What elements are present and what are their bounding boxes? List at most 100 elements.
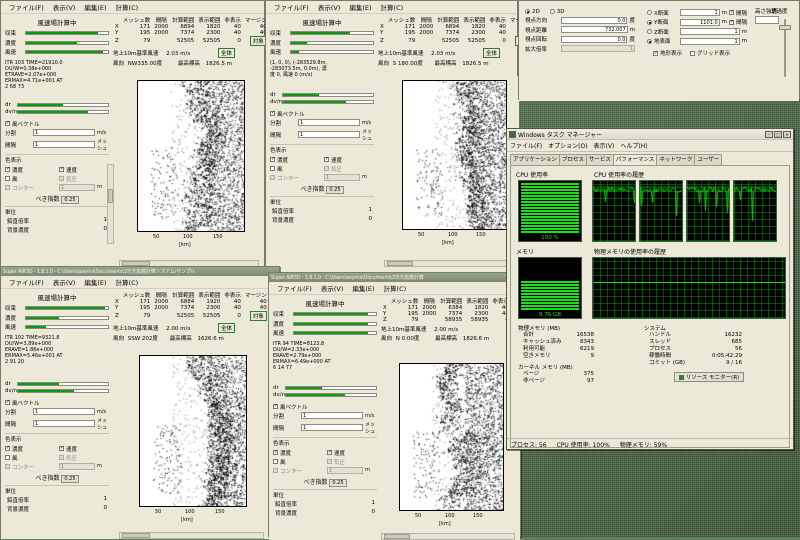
checkmark-icon[interactable]	[728, 9, 734, 15]
checkmark-icon[interactable]	[690, 50, 696, 56]
section-y-row[interactable]: Y断面 1101.0 m 間隔	[647, 18, 747, 26]
menu-file[interactable]: ファイル(F)	[9, 4, 44, 12]
taskmgr-menu-help[interactable]: ヘルプ(H)	[620, 143, 648, 150]
plot-area-2[interactable]: 50 100 150 [km]	[384, 76, 519, 256]
checkbox-contour[interactable]: コンター	[273, 467, 323, 475]
value-wind-speed[interactable]: 2.03	[431, 51, 444, 57]
terrain-plot-2[interactable]	[402, 80, 507, 230]
radio-z-section-icon[interactable]	[647, 29, 652, 34]
vector-options-4[interactable]: 風ベクトル 分割 1 m/s 間隔 1 メッシュ 色表示 濃度	[271, 400, 379, 517]
menu-calc[interactable]: 計算(C)	[115, 279, 139, 287]
value-background-conc[interactable]: 0	[103, 225, 108, 232]
menu-view[interactable]: 表示(V)	[320, 285, 344, 293]
cell-mesh[interactable]: 171	[404, 24, 416, 30]
input-view-rotation[interactable]: 0.0	[561, 35, 628, 43]
vector-options-1[interactable]: 風ベクトル 分割 1 m/s 間隔 1 メッシュ 色表示	[3, 117, 111, 234]
close-icon[interactable]: ✕	[783, 130, 791, 138]
input-view-direction[interactable]: 0.0	[561, 16, 628, 24]
checkbox-wind-vector[interactable]: 風ベクトル	[5, 120, 109, 128]
menu-calc[interactable]: 計算(C)	[380, 4, 404, 12]
cell-pitch[interactable]: 2000	[419, 30, 434, 36]
cell-mesh[interactable]: 171	[139, 299, 151, 305]
checkbox-wind[interactable]: 風	[273, 458, 323, 466]
maximize-icon[interactable]: □	[774, 130, 782, 138]
scrollbar-horizontal-2[interactable]	[384, 260, 516, 267]
value-vertical-scale[interactable]: 1	[103, 495, 108, 502]
resource-monitor-button[interactable]: リソース モニター(R)	[673, 372, 745, 382]
window-task-manager[interactable]: Windows タスク マネージャー ─ □ ✕ ファイル(F) オプション(O…	[506, 128, 794, 450]
menubar-2[interactable]: ファイル(F) 表示(V) 編集(E) 計算(C)	[266, 1, 517, 14]
cell-margin[interactable]: 40	[259, 305, 267, 311]
cell-pitch[interactable]	[420, 317, 438, 323]
cell-pitch[interactable]: 2000	[419, 24, 434, 30]
view-options-panel[interactable]: 2D 3D 視点方向 0.0 度 視点距離 732.007 m 視点回転 0.0…	[525, 7, 635, 54]
field-view-direction[interactable]: 視点方向 0.0 度	[525, 16, 635, 24]
menu-calc[interactable]: 計算(C)	[115, 4, 139, 12]
input-contour-level[interactable]: 1	[327, 466, 363, 474]
cell-pitch[interactable]: 2000	[422, 311, 437, 317]
cell-hide[interactable]: 40	[233, 305, 241, 311]
checkbox-wind[interactable]: 風	[270, 165, 320, 173]
taskmgr-menu-view[interactable]: 表示(V)	[593, 143, 615, 150]
cell-pitch[interactable]	[152, 311, 170, 321]
all-button[interactable]: 全体	[217, 48, 235, 58]
emphasis-panel[interactable]: 高さ強調	[755, 7, 799, 24]
checkbox-wind-vector[interactable]: 風ベクトル	[270, 110, 374, 118]
color-display-group-2[interactable]: 色表示 濃度 風 コンター	[270, 143, 374, 194]
value-wind-speed[interactable]: 2.00	[166, 326, 179, 332]
input-height-emphasis[interactable]	[755, 16, 779, 24]
value-vertical-scale[interactable]: 1	[103, 216, 108, 223]
taskmgr-tabs[interactable]: アプリケーション プロセス サービス パフォーマンス ネットワーク ユーザー	[507, 152, 793, 165]
cell-mesh[interactable]: 195	[407, 311, 419, 317]
value-wind-dir[interactable]: SSW 202度	[127, 336, 158, 342]
checkbox-pressure[interactable]: 気圧	[327, 458, 377, 466]
input-y-section[interactable]: 1101.0	[680, 18, 720, 26]
cell-mesh[interactable]: 171	[139, 24, 151, 30]
cell-margin[interactable]: 40	[259, 30, 267, 36]
field-division[interactable]: 分割 1 m/s	[270, 119, 374, 127]
control-panel-4[interactable]: 風速場計算中 収束 濃度 風速 ITR 94 TIME=8123.8 DU/W=…	[271, 297, 379, 518]
cell-hide[interactable]: 40	[490, 311, 511, 317]
target-button[interactable]: 対象	[249, 311, 267, 321]
input-contour-level[interactable]: 1	[59, 183, 95, 191]
tab-processes[interactable]: プロセス	[558, 154, 587, 165]
checkbox-pressure[interactable]: 気圧	[324, 165, 374, 173]
checkbox-wind-vector[interactable]: 風ベクトル	[273, 403, 377, 411]
taskmgr-menu-file[interactable]: ファイル(F)	[510, 143, 543, 150]
cell-hide[interactable]: 40	[498, 30, 506, 36]
menu-file[interactable]: ファイル(F)	[277, 285, 312, 293]
checkbox-contour[interactable]: コンター	[5, 184, 55, 192]
field-division[interactable]: 分割 1 m/s	[273, 412, 377, 420]
radio-x-section-icon[interactable]	[647, 10, 652, 15]
radio-3d-icon[interactable]	[549, 9, 555, 14]
field-interval[interactable]: 間隔 1 メッシュ	[270, 128, 374, 142]
checkbox-velocity[interactable]: 速度	[59, 445, 109, 453]
value-wind-speed[interactable]: 2.03	[166, 51, 179, 57]
control-panel-1[interactable]: 風速場計算中 収束 濃度 風速 ITR 103 TIME=21910.0 DU/…	[3, 16, 111, 235]
field-interval[interactable]: 間隔 1 メッシュ	[5, 417, 109, 431]
input-interval[interactable]: 1	[33, 141, 95, 148]
menu-edit[interactable]: 編集(E)	[349, 4, 372, 12]
input-interval[interactable]: 1	[33, 420, 95, 427]
checkbox-concentration[interactable]: 濃度	[270, 156, 320, 164]
menu-view[interactable]: 表示(V)	[52, 4, 76, 12]
window-air3d-2[interactable]: ファイル(F) 表示(V) 編集(E) 計算(C) 風速場計算中 収束 濃度 風…	[265, 0, 532, 275]
cell-hide[interactable]: 40	[490, 305, 511, 311]
scrollbar-vertical-1[interactable]	[107, 164, 114, 244]
input-contour-level[interactable]: 1	[59, 462, 95, 470]
checkbox-contour[interactable]: コンター	[5, 463, 55, 471]
menubar-4[interactable]: ファイル(F) 表示(V) 編集(E) 計算(C)	[269, 282, 520, 295]
cell-mesh[interactable]: 79	[408, 38, 416, 44]
value-wind-dir[interactable]: NW335.00度	[127, 61, 163, 67]
minimize-icon[interactable]: ─	[765, 130, 773, 138]
value-wind-dir[interactable]: N 0.00度	[395, 336, 420, 342]
terrain-plot-3[interactable]	[139, 355, 247, 507]
scrollbar-thumb[interactable]	[108, 189, 113, 203]
plot-area-3[interactable]: 50 100 150 [km]	[119, 351, 269, 531]
section-options-panel[interactable]: X断面 1 m 間隔 Y断面 1101.0 m 間隔 Z断面 1 m	[647, 7, 747, 59]
section-ground-row[interactable]: 地表面 1 m	[647, 37, 747, 45]
cell-hide[interactable]: 40	[498, 24, 506, 30]
cell-mesh[interactable]: 79	[143, 38, 151, 44]
checkmark-icon[interactable]	[728, 19, 734, 25]
cell-hide[interactable]: 0	[237, 313, 241, 319]
